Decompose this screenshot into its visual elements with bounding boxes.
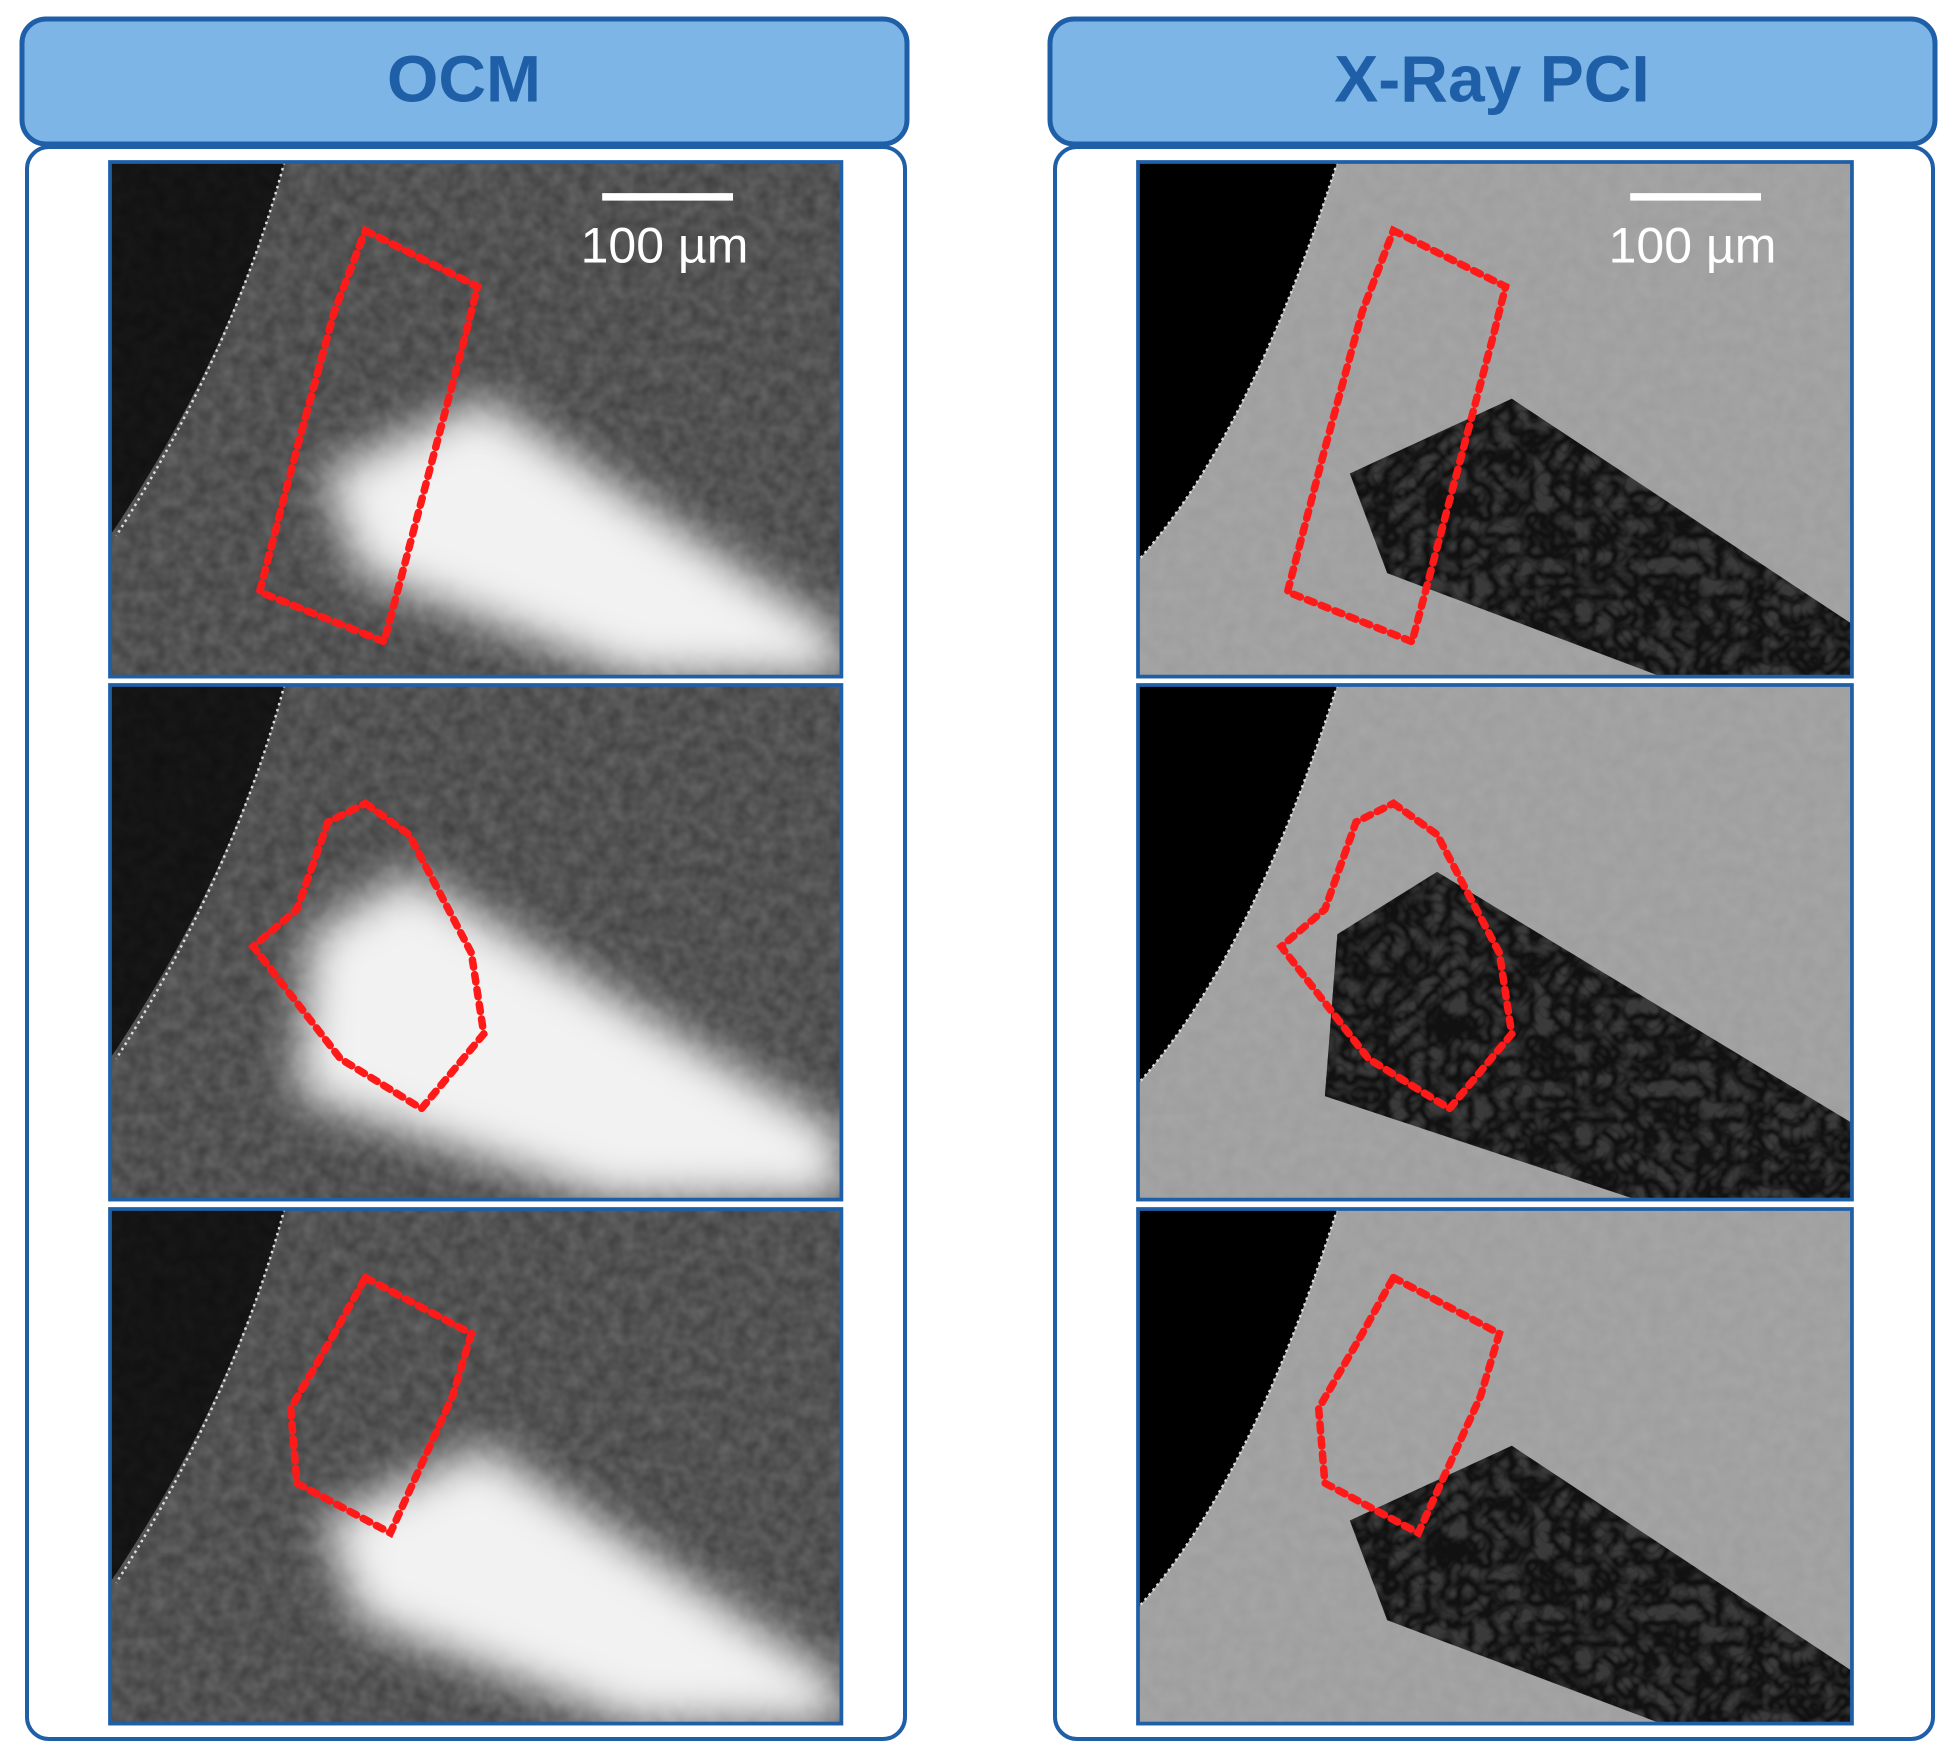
micrograph bbox=[108, 160, 844, 679]
image-content bbox=[1138, 685, 1852, 1200]
image-border bbox=[1136, 1207, 1854, 1726]
micrograph bbox=[108, 1207, 844, 1726]
micrograph bbox=[1136, 160, 1854, 679]
image-content bbox=[110, 1209, 842, 1724]
dark-region bbox=[110, 162, 285, 536]
image-content bbox=[110, 162, 842, 677]
tissue-band bbox=[296, 871, 842, 1200]
surface-line bbox=[1138, 685, 1339, 1085]
roi-box bbox=[1314, 1272, 1504, 1539]
image-content bbox=[110, 685, 842, 1200]
image-border bbox=[108, 683, 844, 1202]
surface-line bbox=[1138, 162, 1339, 562]
scale-bar-label: 100 µm bbox=[581, 217, 749, 273]
dark-region bbox=[110, 1209, 285, 1583]
dark-region bbox=[110, 685, 285, 1059]
image-border bbox=[1136, 683, 1854, 1202]
surface-line bbox=[1138, 1209, 1339, 1609]
roi-box bbox=[1276, 799, 1516, 1114]
micrograph bbox=[1136, 683, 1854, 1202]
tissue-band bbox=[321, 1445, 842, 1724]
dark-region bbox=[1138, 162, 1338, 561]
image-border bbox=[108, 160, 844, 679]
roi-box bbox=[286, 1272, 476, 1539]
roi-box bbox=[248, 799, 488, 1114]
tissue-band bbox=[321, 398, 842, 677]
dark-region bbox=[1138, 1209, 1338, 1608]
roi-box bbox=[255, 225, 482, 647]
micrograph bbox=[1136, 1207, 1854, 1726]
dark-region bbox=[1138, 685, 1338, 1084]
roi-box bbox=[1283, 225, 1510, 647]
panel-title: OCM bbox=[387, 41, 541, 115]
panel-title: X-Ray PCI bbox=[1334, 41, 1649, 115]
image-content bbox=[1138, 162, 1852, 677]
image-border bbox=[1136, 160, 1854, 679]
image-content bbox=[1138, 1209, 1852, 1724]
image-border bbox=[108, 1207, 844, 1726]
panel-header bbox=[1047, 16, 1938, 147]
panel-header bbox=[19, 16, 910, 147]
micrograph bbox=[108, 683, 844, 1202]
scale-bar-label: 100 µm bbox=[1609, 217, 1777, 273]
